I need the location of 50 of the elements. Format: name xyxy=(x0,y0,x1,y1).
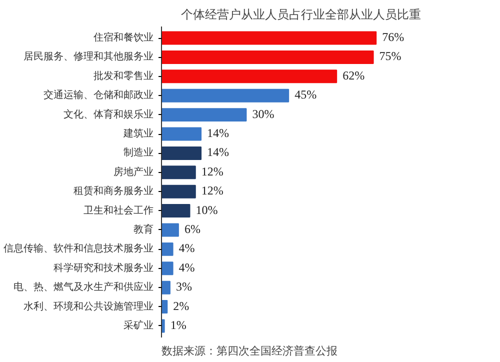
y-tick-label: 科学研究和技术服务业 xyxy=(54,262,154,274)
data-label: 4% xyxy=(178,241,195,256)
bar xyxy=(162,31,377,45)
bar xyxy=(162,127,202,141)
y-tick-label: 采矿业 xyxy=(124,319,154,332)
bar xyxy=(162,108,247,122)
y-tick-label: 信息传输、软件和信息技术服务业 xyxy=(4,242,154,255)
bar xyxy=(162,50,374,64)
bar xyxy=(162,262,174,276)
source-note: 数据来源：第四次全国经济普查公报 xyxy=(162,344,338,358)
y-tick-label: 批发和零售业 xyxy=(94,70,154,82)
bar xyxy=(162,88,290,102)
y-tick-label: 房地产业 xyxy=(114,166,154,178)
bar xyxy=(162,70,338,84)
y-tick-label: 住宿和餐饮业 xyxy=(94,32,154,44)
bar xyxy=(162,319,165,333)
y-tick-label: 建筑业 xyxy=(122,128,154,140)
y-tick-label: 居民服务、修理和其他服务业 xyxy=(24,50,154,63)
y-tick-label: 教育 xyxy=(134,223,154,236)
data-label: 4% xyxy=(178,260,195,274)
data-label: 6% xyxy=(184,222,200,236)
y-tick-label: 电、热、燃气及水生产和供应业 xyxy=(14,281,154,294)
data-label: 30% xyxy=(252,106,274,121)
data-label: 12% xyxy=(201,184,224,198)
data-label: 62% xyxy=(342,68,365,82)
data-label: 12% xyxy=(201,164,224,178)
data-label: 1% xyxy=(170,318,186,332)
data-label: 45% xyxy=(294,88,317,102)
bar xyxy=(162,300,168,314)
data-label: 75% xyxy=(379,49,402,64)
y-tick-label: 租赁和商务服务业 xyxy=(74,185,154,198)
data-label: 3% xyxy=(176,280,192,294)
bar xyxy=(162,223,179,237)
data-label: 76% xyxy=(382,30,404,44)
chart-title: 个体经营户从业人员占行业全部从业人员比重 xyxy=(181,8,421,22)
y-tick-label: 制造业 xyxy=(124,146,154,159)
data-label: 14% xyxy=(207,145,230,160)
data-label: 14% xyxy=(207,126,230,140)
data-label: 10% xyxy=(196,202,218,217)
y-tick-label: 交通运输、仓储和邮政业 xyxy=(44,89,154,102)
y-tick-label: 卫生和社会工作 xyxy=(84,204,154,216)
y-tick-label: 文化、体育和娱乐业 xyxy=(64,108,154,120)
bar xyxy=(162,166,196,180)
data-label: 2% xyxy=(173,298,190,313)
bar xyxy=(162,146,202,160)
bar xyxy=(162,204,190,218)
bar xyxy=(162,242,174,256)
y-tick-label: 水利、环境和公共设施管理业 xyxy=(24,300,154,312)
bar xyxy=(162,184,196,198)
bar xyxy=(162,280,170,294)
